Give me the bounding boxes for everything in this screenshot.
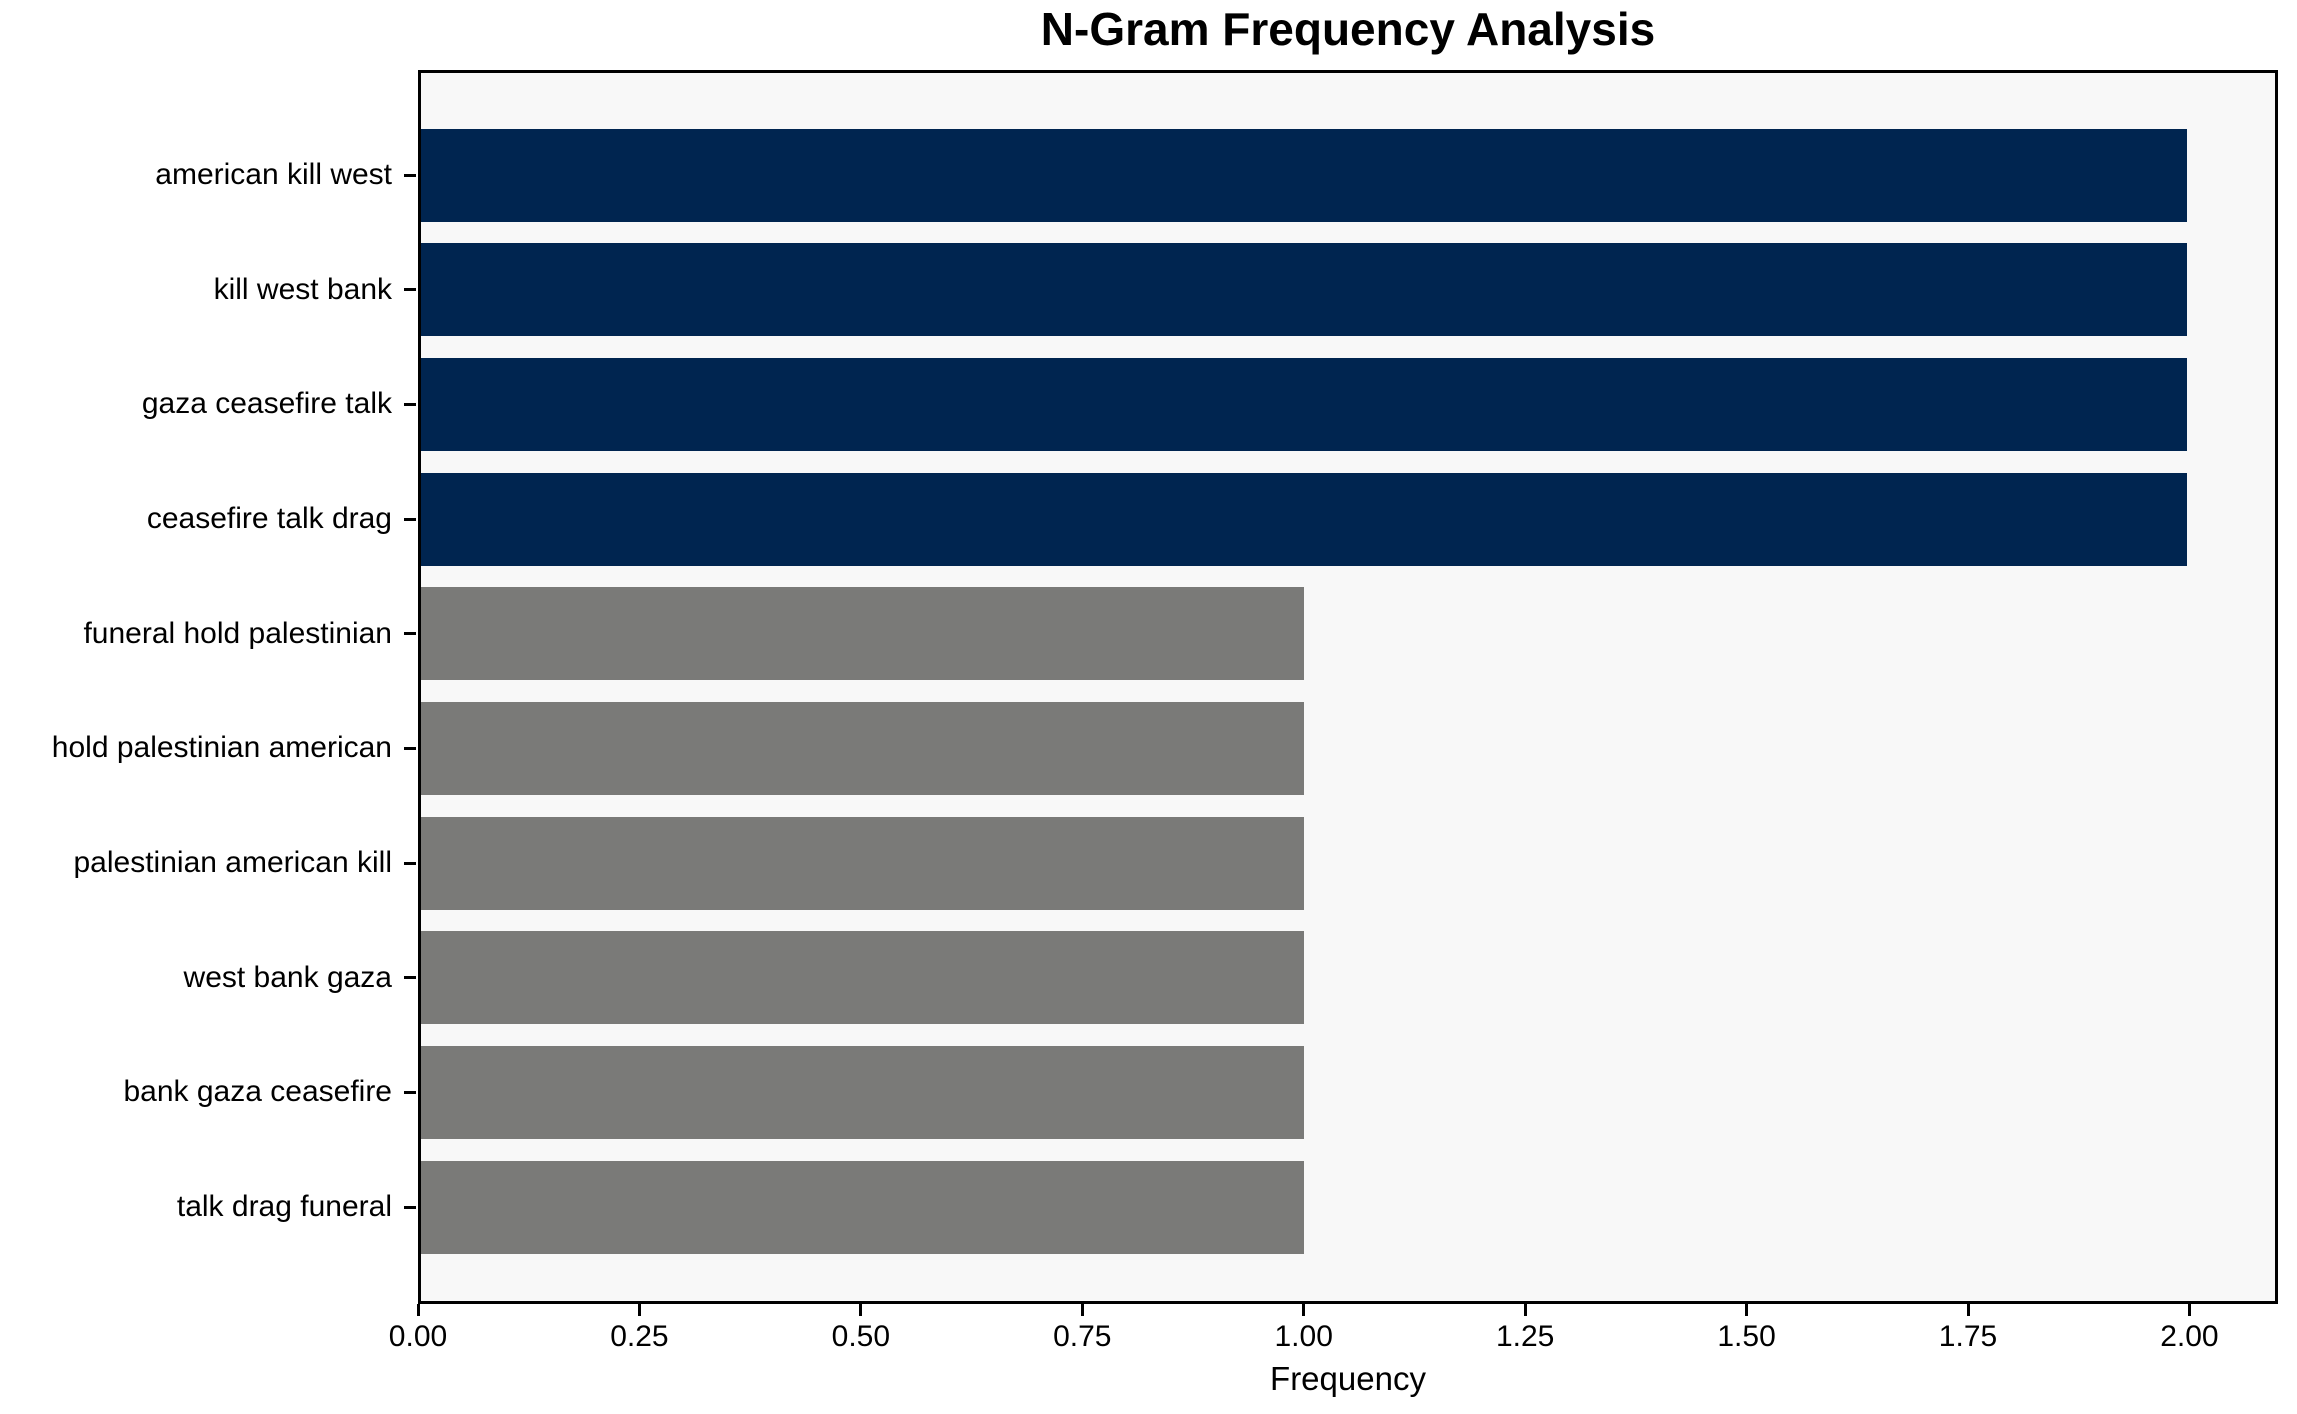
chart-title: N-Gram Frequency Analysis — [1040, 3, 1656, 55]
y-tick — [404, 976, 416, 980]
x-tick-label: 0.50 — [831, 1320, 891, 1353]
bar — [421, 587, 1304, 681]
bar — [421, 472, 2187, 566]
plot-area — [418, 70, 2278, 1304]
y-tick-label: ceasefire talk drag — [146, 502, 392, 535]
x-tick — [1302, 1304, 1306, 1316]
y-tick — [404, 517, 416, 521]
y-tick-label: bank gaza ceasefire — [123, 1075, 392, 1109]
x-tick — [1745, 1304, 1749, 1316]
bar — [421, 243, 2187, 337]
y-tick — [404, 861, 416, 865]
x-tick — [1080, 1304, 1084, 1316]
y-tick — [404, 402, 416, 406]
bar — [421, 357, 2187, 451]
y-tick — [404, 1205, 416, 1209]
x-tick — [1966, 1304, 1970, 1316]
y-tick-label: palestinian american kill — [73, 846, 393, 880]
x-tick-label: 2.00 — [2160, 1320, 2219, 1353]
bar — [421, 1160, 1304, 1254]
y-tick — [404, 1090, 416, 1094]
y-tick — [404, 173, 416, 177]
x-axis-label: Frequency — [1270, 1360, 1426, 1397]
x-tick-label: 0.75 — [1053, 1320, 1112, 1353]
x-tick — [1523, 1304, 1527, 1316]
bar — [421, 701, 1304, 795]
x-tick-label: 1.25 — [1495, 1320, 1555, 1353]
bar — [421, 816, 1304, 910]
bar — [421, 1045, 1304, 1139]
x-tick — [416, 1304, 420, 1316]
y-tick-label: gaza ceasefire talk — [141, 387, 392, 421]
y-tick — [404, 746, 416, 750]
y-tick-label: american kill west — [155, 158, 392, 191]
y-tick — [404, 632, 416, 636]
y-tick-label: talk drag funeral — [176, 1190, 392, 1224]
x-tick — [637, 1304, 641, 1316]
x-tick-label: 1.50 — [1717, 1320, 1776, 1353]
y-tick-label: west bank gaza — [183, 960, 392, 994]
bar — [421, 931, 1304, 1025]
y-tick-label: hold palestinian american — [51, 731, 392, 765]
x-tick — [859, 1304, 863, 1316]
x-tick-label: 1.00 — [1274, 1320, 1333, 1353]
bar — [421, 128, 2187, 222]
x-tick-label: 1.75 — [1938, 1320, 1998, 1353]
x-tick-label: 0.25 — [610, 1320, 669, 1353]
x-tick — [2187, 1304, 2191, 1316]
y-tick-label: funeral hold palestinian — [83, 616, 392, 650]
x-tick-label: 0.00 — [388, 1320, 448, 1353]
y-tick — [404, 288, 416, 292]
y-tick-label: kill west bank — [213, 272, 392, 306]
